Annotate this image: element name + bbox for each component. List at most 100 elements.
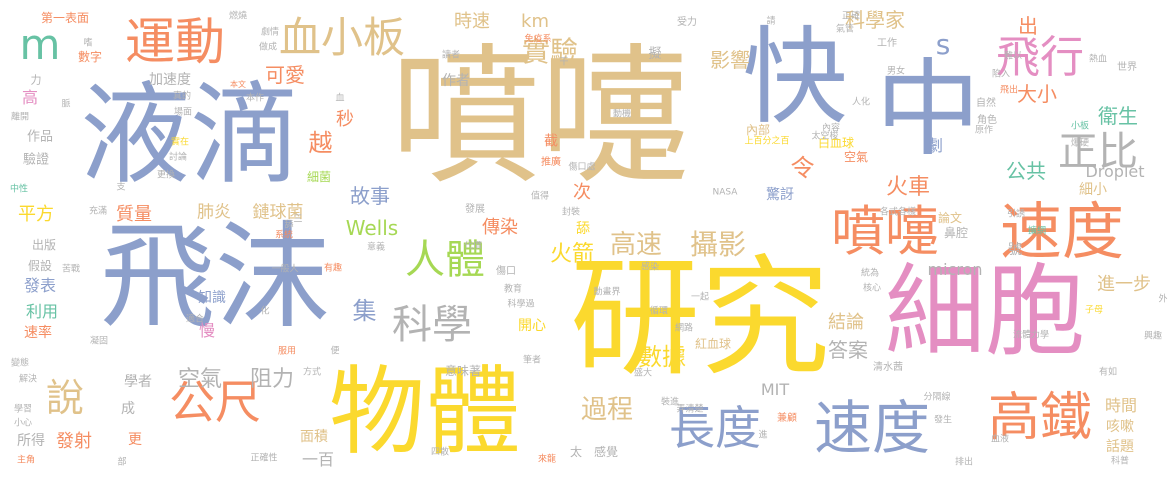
word: 飛出: [999, 85, 1019, 96]
word: 答案: [828, 338, 868, 362]
word: NASA: [712, 187, 738, 198]
word: 中: [875, 48, 981, 171]
word: 時間: [1104, 396, 1138, 415]
word: 主角: [16, 455, 36, 466]
word: 論文: [937, 211, 963, 225]
word: 人體: [405, 237, 485, 283]
word: 火箭: [549, 242, 595, 267]
word: 干: [559, 57, 569, 68]
word: 發射: [56, 431, 92, 452]
word: 快: [742, 16, 848, 139]
word: 更: [128, 432, 142, 448]
word: km: [521, 11, 549, 32]
word: 平方: [18, 204, 54, 225]
word: 內部: [745, 123, 771, 137]
word: 傳染: [482, 217, 518, 238]
word: 力: [30, 73, 42, 87]
word: 實在: [170, 137, 190, 148]
word: 出版: [31, 238, 57, 252]
word: 脈: [61, 99, 71, 110]
word: 部: [117, 457, 127, 468]
word: 凝固: [89, 336, 109, 347]
word: 原作: [974, 125, 994, 136]
word: 教育: [503, 284, 523, 295]
word: 統為: [860, 268, 880, 279]
word: 興趣: [1143, 331, 1163, 342]
word: 引誘: [1006, 209, 1026, 220]
word: 封裝: [561, 207, 581, 218]
word: 運動: [125, 13, 225, 71]
word: 盛大: [633, 368, 653, 379]
word: 衛生: [1098, 104, 1138, 128]
word: 正比: [1058, 129, 1138, 175]
word: 次: [573, 182, 591, 203]
word: 時速: [454, 11, 490, 32]
word: 網路: [674, 323, 694, 334]
word: 空氣: [177, 367, 223, 392]
word: 感染: [640, 262, 660, 273]
word: 學者: [124, 374, 152, 390]
word: 筆者: [522, 355, 542, 366]
word: 血液: [990, 434, 1010, 445]
word: 飛沫: [99, 210, 331, 345]
word: 過程: [580, 395, 634, 425]
word: 小板: [1070, 121, 1090, 132]
word: 發展: [465, 204, 485, 215]
word: 細菌: [306, 170, 332, 184]
word: 世界: [1117, 62, 1137, 73]
word: 苦戰: [61, 264, 81, 275]
word: 號: [1008, 242, 1022, 258]
word: 代價: [463, 241, 483, 252]
word: 令: [786, 155, 814, 179]
word: 男女: [886, 66, 906, 77]
word: 分隔線: [923, 392, 951, 403]
word: 進: [758, 430, 768, 441]
word: 故事: [350, 184, 390, 208]
word: 本作: [245, 93, 265, 104]
word: 三: [293, 214, 303, 225]
word: m: [19, 20, 61, 69]
word: 劇: [924, 137, 943, 153]
word: 攝影: [689, 228, 747, 261]
word: 本文: [230, 80, 246, 89]
word: 真的: [172, 91, 192, 102]
word: 自然: [976, 98, 996, 109]
word: 細胞: [885, 253, 1085, 370]
word: 白血球: [817, 136, 855, 150]
word: 動機: [612, 109, 632, 120]
word: 讀者: [441, 50, 461, 61]
word: 循環: [649, 306, 669, 317]
word: 意義: [366, 242, 386, 253]
word: 排出: [954, 457, 974, 468]
word: 阻力: [249, 367, 295, 392]
word: 角色: [977, 115, 997, 126]
word: 數字: [77, 50, 103, 64]
word: 解決: [18, 374, 38, 385]
word: 做成: [258, 42, 278, 53]
word: 長度: [669, 401, 761, 455]
word: 驚訝: [766, 187, 794, 203]
word: 作品: [26, 129, 54, 145]
word: 場面: [173, 107, 193, 118]
word: 科學家: [845, 8, 905, 32]
word: 一百: [301, 450, 335, 469]
word: 陷入: [991, 69, 1011, 80]
word: 加速度: [149, 72, 191, 88]
word: 子母: [1084, 305, 1104, 316]
word: 質量: [116, 204, 152, 225]
word: 可愛: [265, 63, 305, 87]
word: s: [935, 28, 951, 61]
word: 利用: [25, 302, 59, 321]
word: 一般人: [271, 264, 299, 275]
word: 高速: [609, 230, 663, 260]
word: 速率: [24, 325, 52, 341]
word: 擴網: [1027, 226, 1047, 237]
word: 所得: [17, 433, 45, 449]
word: 物體: [329, 356, 521, 468]
word: 集: [348, 298, 376, 322]
word: 劇情: [260, 27, 280, 38]
word: 假設: [27, 259, 53, 273]
word: 血: [335, 93, 345, 104]
word: 數據: [638, 343, 686, 371]
word: 知識: [198, 290, 226, 306]
